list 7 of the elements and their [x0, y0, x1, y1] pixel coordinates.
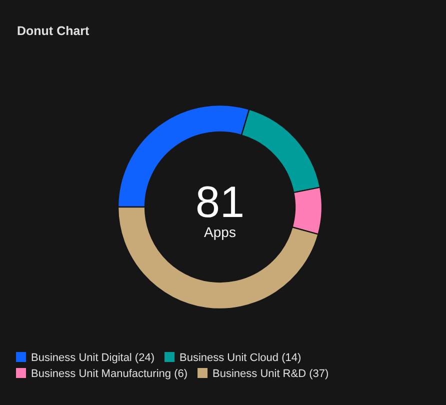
legend-label: Business Unit Manufacturing (6) [31, 368, 188, 380]
legend-label: Business Unit Digital (24) [31, 352, 154, 364]
legend-label: Business Unit Cloud (14) [179, 352, 302, 364]
text: 81 [196, 178, 244, 227]
chart-title: Donut Chart [17, 24, 90, 38]
text: Apps [204, 224, 236, 240]
legend-label: Business Unit R&D (37) [212, 368, 329, 380]
